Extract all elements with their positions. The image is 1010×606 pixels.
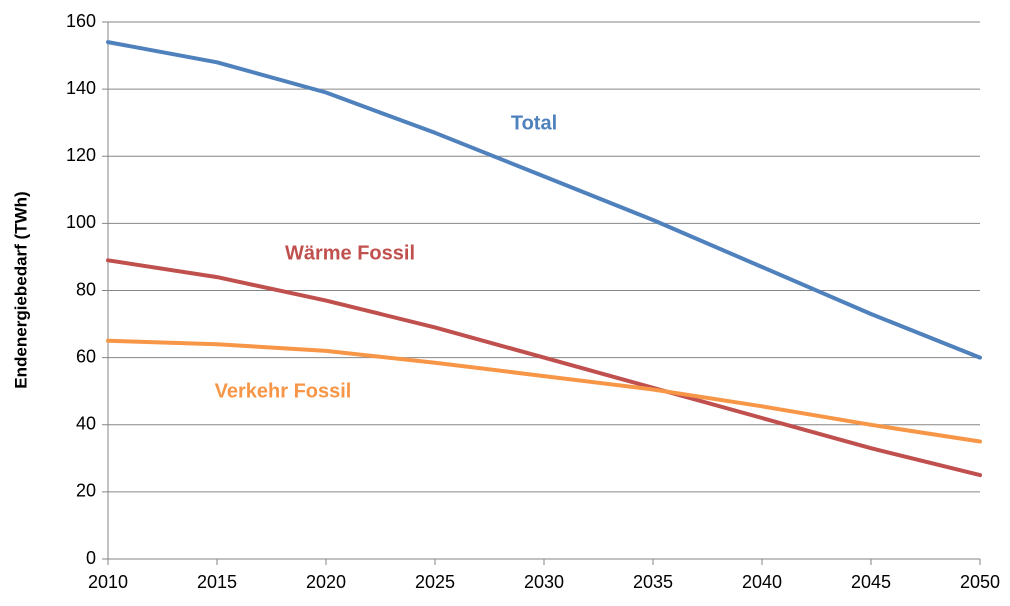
y-tick-label: 20 [76, 481, 96, 501]
x-tick-label: 2015 [197, 572, 237, 592]
series-label: Wärme Fossil [285, 242, 415, 264]
x-tick-label: 2010 [88, 572, 128, 592]
x-tick-label: 2040 [742, 572, 782, 592]
series-label: Verkehr Fossil [215, 380, 352, 402]
y-tick-label: 0 [86, 548, 96, 568]
series-line [106, 258, 982, 478]
y-tick-label: 120 [66, 145, 96, 165]
series-label: Total [511, 112, 557, 134]
x-tick-label: 2045 [851, 572, 891, 592]
y-tick-label: 40 [76, 414, 96, 434]
y-axis-label: Endenergiebedarf (TWh) [11, 191, 30, 388]
y-tick-label: 140 [66, 78, 96, 98]
y-tick-label: 100 [66, 212, 96, 232]
series-line [106, 338, 982, 444]
y-tick-label: 80 [76, 279, 96, 299]
series-line [106, 40, 982, 360]
x-tick-label: 2020 [306, 572, 346, 592]
y-tick-label: 160 [66, 11, 96, 31]
x-tick-label: 2025 [415, 572, 455, 592]
x-tick-label: 2030 [524, 572, 564, 592]
x-tick-label: 2050 [960, 572, 1000, 592]
x-tick-label: 2035 [633, 572, 673, 592]
y-tick-label: 60 [76, 346, 96, 366]
